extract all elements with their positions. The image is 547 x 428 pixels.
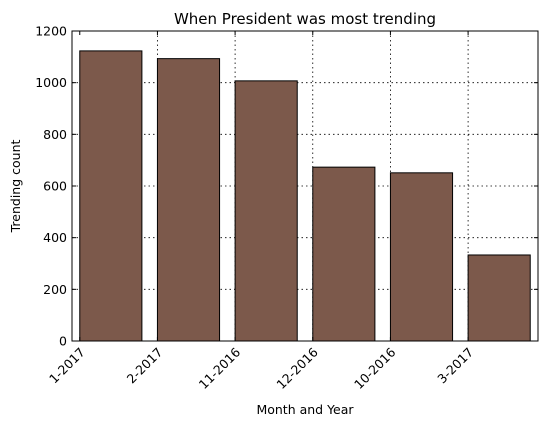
x-tick-label: 3-2017 — [434, 345, 476, 387]
y-tick-label: 1200 — [35, 24, 67, 39]
bar-10-2016 — [389, 172, 454, 342]
x-axis-label: Month and Year — [256, 402, 354, 417]
y-tick-label: 800 — [43, 127, 67, 142]
gridlines — [72, 31, 538, 341]
y-axis: 0 200 400 600 800 1000 1200 — [35, 24, 538, 349]
x-tick-label: 11-2016 — [196, 344, 244, 392]
bars — [79, 50, 531, 342]
y-tick-label: 1000 — [35, 75, 67, 90]
x-tick-label: 10-2016 — [351, 344, 399, 392]
y-axis-label: Trending count — [8, 140, 23, 234]
x-tick-label: 2-2017 — [124, 345, 166, 387]
y-tick-label: 400 — [43, 230, 67, 245]
x-tick-label: 1-2017 — [46, 345, 88, 387]
bar-12-2016 — [312, 166, 376, 342]
y-tick-label: 600 — [43, 179, 67, 194]
y-tick-label: 0 — [59, 334, 67, 349]
bar-3-2017 — [467, 254, 531, 342]
y-tick-label: 200 — [43, 282, 67, 297]
bar-2-2017 — [156, 58, 221, 342]
bar-11-2016 — [234, 80, 298, 342]
x-tick-label: 12-2016 — [273, 344, 321, 392]
bar-1-2017 — [79, 50, 143, 342]
chart-title: When President was most trending — [174, 10, 436, 28]
